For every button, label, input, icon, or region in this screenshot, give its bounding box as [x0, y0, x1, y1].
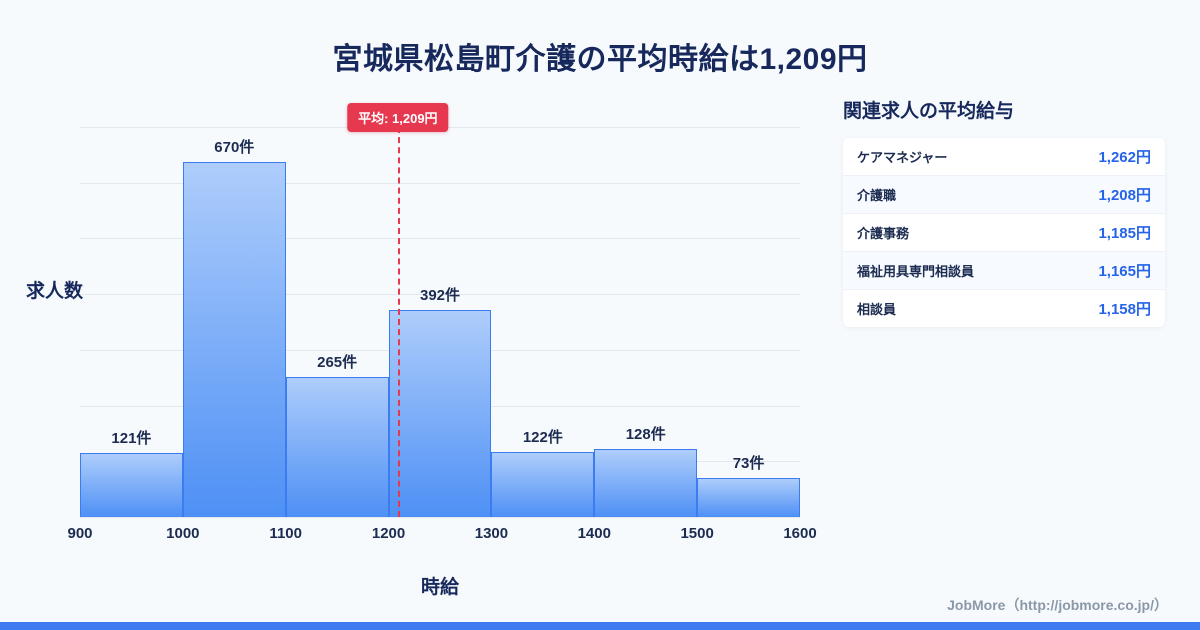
- salary-row: 介護職 1,208円: [843, 176, 1165, 214]
- salary-row: ケアマネジャー 1,262円: [843, 138, 1165, 176]
- job-title-label: 相談員: [857, 302, 897, 317]
- gridline: [80, 238, 800, 240]
- job-wage-value: 1,185円: [1098, 225, 1151, 242]
- x-tick-label: 900: [67, 525, 93, 542]
- histogram-bar: [491, 452, 595, 517]
- average-line: [397, 127, 400, 517]
- related-salaries-title: 関連求人の平均給与: [843, 101, 1015, 122]
- footer-credit: JobMore（http://jobmore.co.jp/）: [947, 597, 1168, 613]
- bar-value-label: 670件: [214, 139, 255, 157]
- x-tick-label: 1600: [783, 525, 817, 542]
- y-axis-label: 求人数: [26, 281, 84, 302]
- bar-value-label: 128件: [625, 426, 666, 444]
- bar-value-label: 265件: [317, 353, 358, 371]
- x-tick-label: 1100: [269, 525, 302, 542]
- salary-row: 相談員 1,158円: [843, 290, 1165, 327]
- average-badge: 平均: 1,209円: [347, 103, 449, 132]
- histogram-bar: [594, 449, 698, 517]
- job-title-label: 介護事務: [857, 226, 910, 241]
- x-tick-label: 1300: [474, 525, 509, 542]
- page-title: 宮城県松島町介護の平均時給は1,209円: [332, 43, 868, 76]
- gridline: [80, 517, 800, 518]
- x-tick-label: 1000: [166, 525, 200, 542]
- salary-row: 福祉用具専門相談員 1,165円: [843, 252, 1165, 290]
- x-tick-label: 1400: [577, 525, 611, 542]
- histogram-bar: [285, 376, 389, 517]
- job-wage-value: 1,262円: [1098, 149, 1151, 166]
- bottom-accent-bar: [0, 622, 1200, 630]
- histogram-bar: [697, 478, 800, 517]
- bar-value-label: 73件: [732, 455, 765, 473]
- job-title-label: 介護職: [857, 188, 897, 203]
- gridline: [80, 294, 800, 296]
- gridline: [80, 182, 800, 184]
- job-title-label: ケアマネジャー: [857, 150, 948, 165]
- histogram-bar: [80, 452, 183, 517]
- bar-value-label: 122件: [522, 429, 563, 447]
- job-wage-value: 1,158円: [1098, 301, 1151, 318]
- x-axis-label: 時給: [420, 577, 459, 598]
- histogram-bar: [388, 309, 492, 517]
- histogram-plot-area: 121件 670件 265件 392件 122件 128件 73件 平均: 1,209円 9…: [67, 103, 817, 542]
- x-tick-label: 1500: [680, 525, 714, 542]
- x-tick-label: 1200: [371, 525, 406, 542]
- histogram-bar: [182, 162, 286, 517]
- job-wage-value: 1,165円: [1098, 263, 1151, 280]
- salary-row: 介護事務 1,185円: [843, 214, 1165, 252]
- job-wage-value: 1,208円: [1098, 187, 1151, 204]
- bar-value-label: 392件: [419, 286, 461, 304]
- job-title-label: 福祉用具専門相談員: [857, 264, 975, 279]
- bar-value-label: 121件: [111, 429, 152, 447]
- related-salaries-card: ケアマネジャー 1,262円介護職 1,208円介護事務 1,185円福祉用具専門相談…: [843, 138, 1165, 327]
